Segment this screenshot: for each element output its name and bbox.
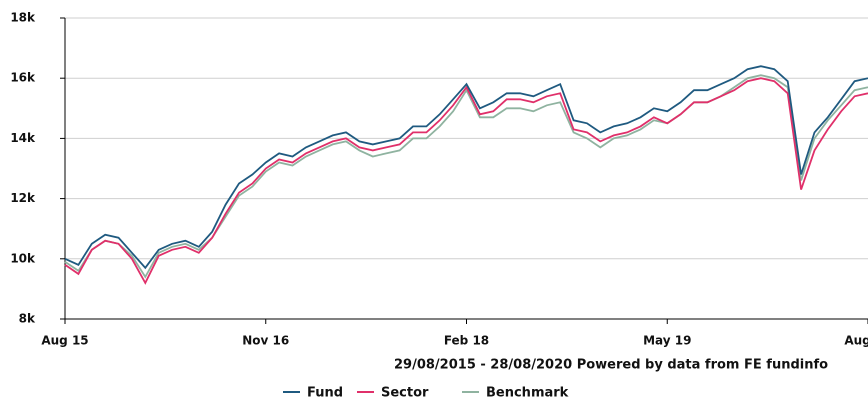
legend-label: Fund <box>307 386 343 401</box>
series-line <box>64 74 868 279</box>
series-line <box>64 65 868 270</box>
x-tick-label: Aug 15 <box>41 334 88 348</box>
legend-label: Sector <box>381 386 429 401</box>
y-tick-label: 12k <box>10 191 36 205</box>
legend-label: Benchmark <box>486 386 569 401</box>
x-tick-label: Aug 20 <box>844 334 868 348</box>
caption: 29/08/2015 - 28/08/2020 Powered by data … <box>394 358 828 373</box>
y-tick-label: 16k <box>10 71 36 85</box>
y-tick-label: 10k <box>10 251 36 265</box>
x-tick-label: May 19 <box>643 334 691 348</box>
series-line <box>64 77 868 285</box>
y-tick-label: 18k <box>10 11 36 25</box>
x-tick-label: Nov 16 <box>242 334 289 348</box>
y-tick-label: 8k <box>19 312 36 326</box>
y-tick-label: 14k <box>10 131 36 145</box>
x-tick-label: Feb 18 <box>444 334 489 348</box>
